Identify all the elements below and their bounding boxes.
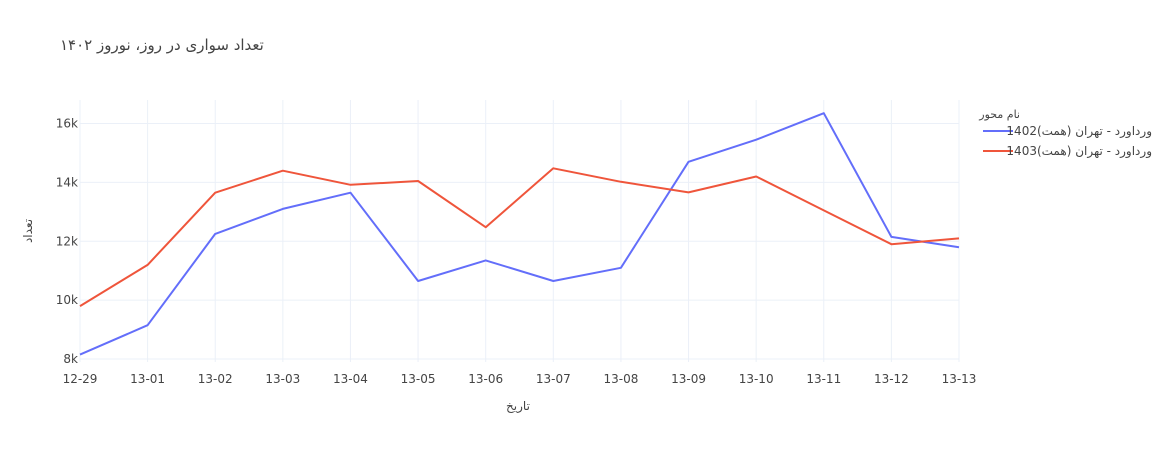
y-tick-label: 12k <box>56 234 78 248</box>
y-tick-label: 14k <box>56 175 78 189</box>
legend-label-1402: ورداورد - تهران (همت)1402 <box>1006 124 1152 139</box>
x-tick-label: 13-04 <box>333 372 368 386</box>
legend-item-1403[interactable]: ورداورد - تهران (همت)1403 <box>983 144 1152 159</box>
y-tick-label: 10k <box>56 293 78 307</box>
x-tick-label: 13-10 <box>739 372 774 386</box>
series-line-1403[interactable] <box>79 167 960 307</box>
x-tick-label: 13-01 <box>130 372 165 386</box>
legend-title: نام محور <box>978 108 1020 121</box>
x-tick-label: 12-29 <box>63 372 98 386</box>
x-tick-label: 13-11 <box>806 372 841 386</box>
chart-title: تعداد سواری در روز، نوروز ۱۴۰۲ <box>60 36 264 54</box>
y-tick-label: 8k <box>63 352 78 366</box>
series-line-1402[interactable] <box>79 112 960 356</box>
x-tick-label: 13-02 <box>198 372 233 386</box>
legend-item-1402[interactable]: ورداورد - تهران (همت)1402 <box>983 124 1152 139</box>
x-axis-title: تاریخ <box>506 399 530 414</box>
x-tick-label: 13-07 <box>536 372 571 386</box>
grid-lines <box>79 100 960 362</box>
axis-ticks: 12-29 13-01 13-02 13-03 13-04 13-05 13-06 13-07… <box>56 117 977 386</box>
x-tick-label: 13-03 <box>265 372 300 386</box>
x-tick-label: 13-12 <box>874 372 909 386</box>
series-lines <box>79 112 960 356</box>
y-axis-title: تعداد <box>21 219 35 243</box>
x-tick-label: 13-08 <box>603 372 638 386</box>
x-tick-label: 13-05 <box>401 372 436 386</box>
x-tick-label: 13-06 <box>468 372 503 386</box>
y-tick-label: 16k <box>56 117 78 131</box>
x-tick-label: 13-09 <box>671 372 706 386</box>
legend-label-1403: ورداورد - تهران (همت)1403 <box>1006 144 1152 159</box>
legend: نام محور ورداورد - تهران (همت)1402 ورداو… <box>978 108 1152 159</box>
x-tick-label: 13-13 <box>942 372 977 386</box>
